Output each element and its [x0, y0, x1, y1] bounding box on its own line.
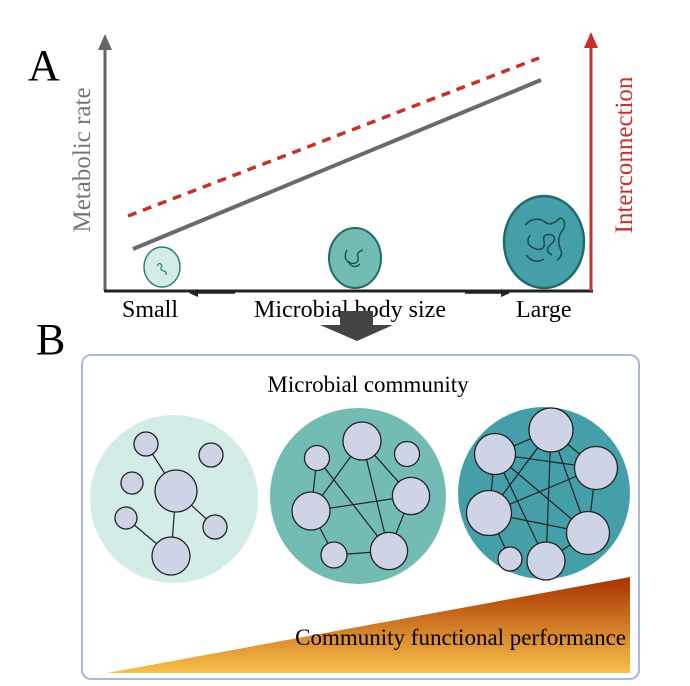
performance-gradient-wedge — [107, 577, 630, 673]
network-node — [393, 440, 421, 468]
network-node — [151, 536, 191, 576]
network-node — [303, 444, 331, 472]
x-large-label: Large — [516, 297, 572, 323]
network-node — [391, 476, 431, 516]
network-node — [526, 541, 566, 581]
network-node — [573, 445, 619, 491]
performance-label: Community functional performance — [295, 625, 626, 650]
network-node — [291, 491, 331, 531]
network-node — [320, 541, 348, 569]
network-node — [133, 431, 159, 457]
cell-medium — [328, 227, 382, 289]
network-node — [473, 432, 517, 476]
panel-a-letter: A — [28, 41, 60, 90]
interconnection-line — [127, 56, 540, 218]
network-node — [120, 471, 144, 495]
network-node — [497, 546, 523, 572]
left-axis-arrowhead — [98, 34, 112, 50]
metabolic-rate-line — [132, 78, 542, 251]
y-right-label: Interconnection — [611, 76, 638, 233]
network-node — [202, 514, 228, 540]
x-small-label: Small — [122, 297, 178, 323]
network-node — [565, 510, 611, 556]
community-title: Microbial community — [267, 372, 469, 397]
network-node — [154, 469, 198, 513]
network-node — [114, 506, 138, 530]
community-medium — [270, 408, 446, 584]
arrow-right-icon — [465, 289, 510, 297]
right-axis-arrowhead — [584, 32, 598, 48]
network-node — [528, 407, 574, 453]
panel-b-letter: B — [36, 315, 65, 364]
y-left-label: Metabolic rate — [69, 87, 96, 232]
network-node — [465, 489, 513, 537]
network-node — [342, 421, 382, 461]
cell-large — [502, 194, 586, 290]
network-node — [369, 531, 409, 571]
community-small — [90, 415, 258, 583]
arrow-left-icon — [189, 289, 235, 297]
cell-small — [143, 246, 181, 288]
community-large — [458, 407, 630, 581]
network-node — [198, 442, 224, 468]
down-arrow-icon — [320, 311, 393, 341]
